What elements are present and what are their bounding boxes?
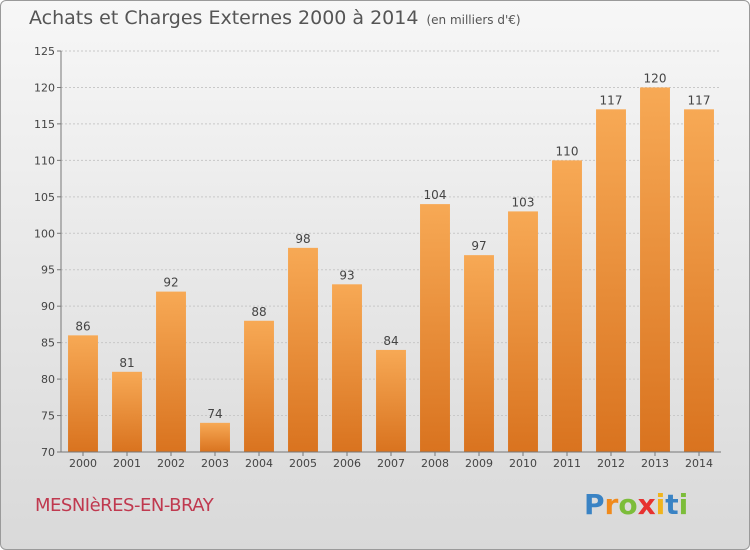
bar-value-label: 92 xyxy=(163,276,178,290)
bar-value-label: 84 xyxy=(383,334,398,348)
y-tick-label: 95 xyxy=(41,264,55,277)
bar-value-label: 98 xyxy=(295,232,310,246)
bar xyxy=(332,284,362,452)
bar xyxy=(376,349,406,452)
logo-letter: i xyxy=(655,488,666,521)
x-tick-label: 2013 xyxy=(641,457,669,470)
bar xyxy=(420,204,450,452)
logo-letter: r xyxy=(604,488,619,521)
y-tick-label: 110 xyxy=(34,154,55,167)
logo-letter: t xyxy=(665,488,679,521)
logo-letter: o xyxy=(618,488,638,521)
y-tick-label: 75 xyxy=(41,410,55,423)
y-tick-label: 120 xyxy=(34,81,55,94)
x-tick-label: 2001 xyxy=(113,457,141,470)
bar xyxy=(112,371,142,452)
bar xyxy=(508,211,538,452)
y-tick-label: 115 xyxy=(34,118,55,131)
x-tick-label: 2008 xyxy=(421,457,449,470)
x-tick-label: 2002 xyxy=(157,457,185,470)
bar xyxy=(464,255,494,452)
bar-value-label: 103 xyxy=(512,195,535,209)
x-tick-label: 2007 xyxy=(377,457,405,470)
chart-title-text: Achats et Charges Externes 2000 à 2014 xyxy=(29,7,419,29)
bar xyxy=(68,335,98,452)
logo-letter: i xyxy=(678,488,689,521)
logo-letter: x xyxy=(637,488,656,521)
bar-value-label: 110 xyxy=(556,144,579,158)
bar-value-label: 74 xyxy=(207,407,222,421)
bar xyxy=(596,109,626,452)
bar xyxy=(156,291,186,452)
proxiti-logo: Proxiti xyxy=(584,488,688,521)
bar-value-label: 86 xyxy=(75,319,90,333)
x-tick-label: 2000 xyxy=(69,457,97,470)
bar xyxy=(200,422,230,452)
x-tick-label: 2004 xyxy=(245,457,273,470)
bar-value-label: 117 xyxy=(688,93,711,107)
bar-value-label: 93 xyxy=(339,268,354,282)
bar xyxy=(244,320,274,452)
x-tick-label: 2010 xyxy=(509,457,537,470)
logo-letter: P xyxy=(584,488,605,521)
x-tick-label: 2006 xyxy=(333,457,361,470)
chart-subtitle: (en milliers d'€) xyxy=(426,13,521,27)
bar xyxy=(640,87,670,453)
bars: 86 81 92 74 88 98 93 84 104 97 103 110 117 120 117 xyxy=(68,71,714,453)
bar xyxy=(684,109,714,452)
y-tick-label: 125 xyxy=(34,45,55,58)
chart-title: Achats et Charges Externes 2000 à 2014 (e… xyxy=(29,7,521,29)
x-tick-label: 2009 xyxy=(465,457,493,470)
bar-value-label: 104 xyxy=(424,188,447,202)
x-tick-label: 2003 xyxy=(201,457,229,470)
y-tick-label: 80 xyxy=(41,373,55,386)
x-tick-label: 2005 xyxy=(289,457,317,470)
x-tick-label: 2012 xyxy=(597,457,625,470)
axes: 70 75 80 85 90 95 100 105 110 115 120 125 2000 2001 20… xyxy=(34,45,721,470)
bar xyxy=(552,160,582,452)
y-tick-label: 105 xyxy=(34,191,55,204)
y-tick-label: 70 xyxy=(41,446,55,459)
y-tick-label: 100 xyxy=(34,227,55,240)
bar-value-label: 117 xyxy=(600,93,623,107)
commune-name: MESNIèRES-EN-BRAY xyxy=(35,495,214,516)
x-tick-label: 2011 xyxy=(553,457,581,470)
bar xyxy=(288,247,318,452)
y-tick-label: 85 xyxy=(41,337,55,350)
y-tick-label: 90 xyxy=(41,300,55,313)
x-tick-label: 2014 xyxy=(685,457,713,470)
bar-value-label: 81 xyxy=(119,356,134,370)
bar-value-label: 97 xyxy=(471,239,486,253)
bar-value-label: 120 xyxy=(644,71,667,85)
bar-value-label: 88 xyxy=(251,305,266,319)
